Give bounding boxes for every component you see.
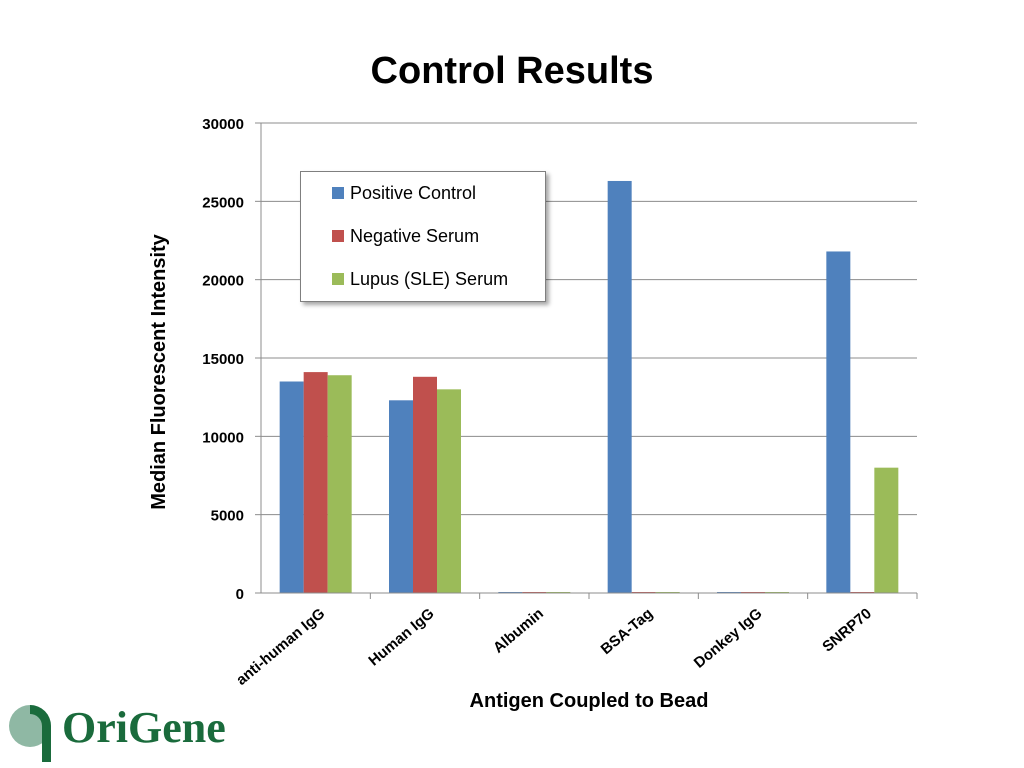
legend-swatch (332, 273, 344, 285)
slide-title: Control Results (370, 50, 654, 92)
bar-positive-control-bsa-tag (607, 180, 632, 593)
x-tick-label: SNRP70 (819, 605, 875, 656)
bar-lupus-sle-serum-snrp70 (874, 467, 899, 593)
logo-wordmark: OriGene (62, 703, 226, 752)
legend-swatch (332, 230, 344, 242)
y-tick-label: 20000 (202, 273, 244, 290)
x-tick-label: Donkey IgG (691, 605, 766, 672)
legend-label: Negative Serum (350, 225, 480, 246)
y-tick-label: 5000 (211, 508, 244, 525)
legend-item-positive-control: Positive Control (332, 182, 476, 204)
x-tick-label: BSA-Tag (598, 605, 657, 658)
x-tick-label: Albumin (490, 605, 547, 657)
bar-positive-control-snrp70 (826, 251, 851, 593)
axes (255, 122, 918, 599)
y-tick-label: 0 (236, 586, 244, 603)
x-axis-label: Antigen Coupled to Bead (470, 690, 709, 712)
bar-positive-control-human-igg (389, 400, 413, 593)
x-tick-label: anti-human IgG (233, 605, 328, 689)
y-tick-label: 15000 (202, 351, 244, 368)
legend-label: Lupus (SLE) Serum (350, 268, 509, 289)
y-tick-label: 10000 (202, 429, 244, 446)
bar-negative-serum-human-igg (413, 376, 437, 593)
bar-lupus-sle-serum-anti-human-igg (327, 375, 352, 593)
legend-swatch (332, 187, 344, 199)
bar-positive-control-anti-human-igg (279, 381, 304, 593)
x-tick-label: Human IgG (365, 605, 437, 669)
bar-negative-serum-anti-human-igg (303, 372, 328, 593)
bar-lupus-sle-serum-human-igg (437, 389, 461, 593)
y-tick-label: 25000 (202, 194, 244, 211)
legend-label: Positive Control (350, 182, 477, 203)
logo-mark (9, 705, 51, 762)
origene-logo: OriGene (6, 696, 246, 762)
chart-legend: Positive Control Negative Serum Lupus (S… (300, 171, 546, 302)
legend-item-lupus-serum: Lupus (SLE) Serum (332, 268, 508, 290)
y-tick-label: 30000 (202, 116, 244, 133)
legend-item-negative-serum: Negative Serum (332, 225, 479, 247)
y-axis-label: Median Fluorescent Intensity (148, 233, 170, 509)
bars (279, 180, 899, 593)
